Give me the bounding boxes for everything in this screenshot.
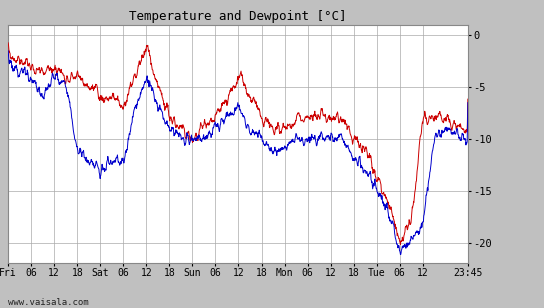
Title: Temperature and Dewpoint [°C]: Temperature and Dewpoint [°C] [129,10,347,23]
Text: www.vaisala.com: www.vaisala.com [8,298,89,307]
